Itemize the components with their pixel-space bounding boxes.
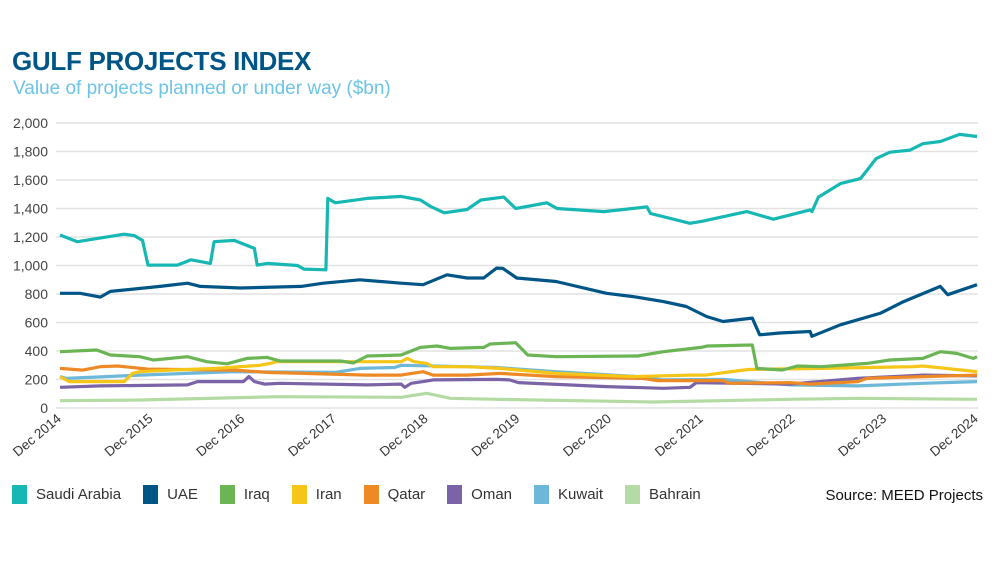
series-line-iran	[59, 356, 978, 384]
legend-label: Bahrain	[649, 486, 701, 503]
legend-item: Kuwait	[534, 485, 603, 504]
y-tick-label: 600	[25, 315, 49, 331]
legend-item: Saudi Arabia	[12, 485, 121, 504]
legend-label: UAE	[167, 486, 198, 503]
legend-swatch	[363, 485, 379, 504]
chart-subtitle: Value of projects planned or under way (…	[13, 78, 391, 99]
legend-label: Saudi Arabia	[36, 486, 122, 503]
legend-swatch	[447, 485, 463, 504]
legend-swatch	[625, 485, 641, 504]
series-line-qatar	[59, 364, 978, 386]
legend-label: Oman	[471, 486, 513, 503]
legend-item: Iraq	[219, 485, 270, 504]
y-tick-label: 1,200	[13, 229, 48, 245]
line-chart: 0 200 400 600 800 1,000 1,200 1,400 1,600 1,800 2,…	[10, 115, 981, 460]
legend-item: Bahrain	[625, 485, 701, 504]
series-line-iraq	[59, 341, 978, 372]
x-tick-label: Dec 2024	[927, 410, 981, 459]
x-tick-label: Dec 2016	[193, 411, 247, 460]
x-tick-label: Dec 2017	[285, 411, 339, 460]
legend-swatch	[219, 485, 235, 504]
legend-item: UAE	[143, 485, 198, 504]
y-tick-label: 800	[25, 286, 49, 302]
legend-item: Iran	[291, 485, 342, 504]
x-tick-label: Dec 2022	[744, 411, 798, 460]
legend-swatch	[291, 485, 307, 504]
x-tick-label: Dec 2014	[10, 410, 64, 459]
legend-label: Iran	[315, 486, 342, 503]
legend-swatch	[534, 485, 550, 504]
x-tick-label: Dec 2018	[377, 411, 431, 460]
legend-swatch	[143, 485, 159, 504]
x-tick-label: Dec 2020	[560, 411, 614, 460]
legend-label: Kuwait	[558, 486, 604, 503]
series-line-saudi-arabia	[59, 132, 978, 272]
legend-item: Qatar	[363, 485, 426, 504]
x-tick-label: Dec 2023	[835, 411, 889, 460]
legend: Saudi Arabia UAE Iraq Iran Qatar Oman Kuwait Ba…	[12, 485, 723, 504]
source-note: Source: MEED Projects	[825, 487, 983, 504]
legend-label: Qatar	[387, 486, 426, 503]
y-tick-label: 2,000	[13, 115, 48, 131]
x-tick-label: Dec 2021	[652, 411, 706, 460]
x-tick-label: Dec 2015	[102, 411, 156, 460]
legend-swatch	[12, 485, 27, 504]
legend-item: Oman	[447, 485, 512, 504]
y-tick-label: 1,600	[13, 172, 48, 188]
y-tick-label: 400	[25, 343, 49, 359]
y-tick-label: 0	[40, 400, 48, 416]
series-line-oman	[59, 373, 978, 390]
y-tick-label: 1,800	[13, 144, 48, 160]
y-tick-label: 1,400	[13, 201, 48, 217]
series-line-bahrain	[59, 391, 978, 404]
chart-title: GULF PROJECTS INDEX	[12, 46, 312, 76]
series-line-uae	[60, 266, 978, 338]
y-tick-label: 1,000	[13, 258, 48, 274]
legend-label: Iraq	[243, 486, 270, 503]
y-tick-label: 200	[25, 372, 49, 388]
x-tick-label: Dec 2019	[469, 411, 523, 460]
